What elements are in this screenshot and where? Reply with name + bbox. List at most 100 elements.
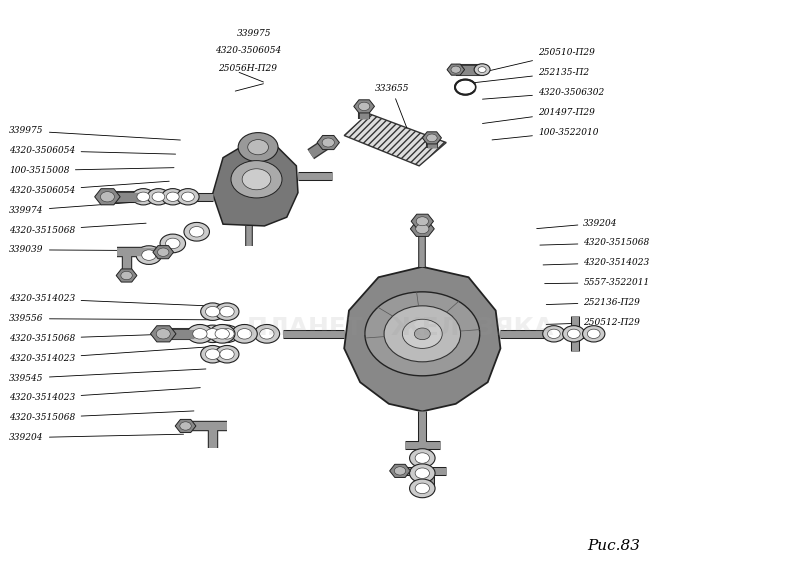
Polygon shape <box>422 132 442 144</box>
Circle shape <box>384 306 461 362</box>
Circle shape <box>415 483 430 493</box>
Circle shape <box>238 132 278 162</box>
Circle shape <box>415 468 430 478</box>
Circle shape <box>231 161 282 198</box>
Text: 339556: 339556 <box>10 314 212 323</box>
Circle shape <box>254 325 280 343</box>
Circle shape <box>166 238 180 248</box>
Circle shape <box>220 349 234 359</box>
Text: 4320-3515068: 4320-3515068 <box>540 239 650 247</box>
Circle shape <box>416 217 429 226</box>
Circle shape <box>160 234 186 253</box>
Text: Рис.83: Рис.83 <box>587 539 640 553</box>
Circle shape <box>416 224 429 234</box>
Circle shape <box>182 192 194 202</box>
Circle shape <box>562 326 585 342</box>
Circle shape <box>260 329 274 339</box>
Polygon shape <box>317 135 339 149</box>
Text: 339974: 339974 <box>10 200 166 214</box>
Polygon shape <box>344 113 446 166</box>
Circle shape <box>248 139 269 155</box>
Circle shape <box>152 192 165 202</box>
Circle shape <box>215 325 239 343</box>
Circle shape <box>101 192 114 202</box>
Polygon shape <box>175 420 196 432</box>
Circle shape <box>136 246 162 264</box>
Circle shape <box>210 325 235 343</box>
Text: ПЛАНЕТА ЖЕЛЕЗЯКА: ПЛАНЕТА ЖЕЛЕЗЯКА <box>247 316 553 340</box>
Circle shape <box>184 223 210 241</box>
Text: 4320-3515068: 4320-3515068 <box>10 411 194 423</box>
Text: 4320-3515068: 4320-3515068 <box>10 223 146 234</box>
Circle shape <box>220 329 234 339</box>
Circle shape <box>190 227 204 237</box>
Circle shape <box>242 169 271 190</box>
Circle shape <box>582 326 605 342</box>
Text: 4320-3514023: 4320-3514023 <box>10 388 200 403</box>
Circle shape <box>365 292 480 376</box>
Polygon shape <box>94 189 120 205</box>
Polygon shape <box>150 326 176 342</box>
Circle shape <box>238 329 252 339</box>
Circle shape <box>394 466 406 475</box>
Circle shape <box>410 449 435 468</box>
Circle shape <box>201 346 225 363</box>
Circle shape <box>414 328 430 340</box>
Circle shape <box>415 453 430 464</box>
Circle shape <box>206 349 220 359</box>
Circle shape <box>137 192 150 202</box>
Circle shape <box>215 303 239 321</box>
Circle shape <box>121 271 132 280</box>
Circle shape <box>451 66 461 73</box>
Text: 4320-3514023: 4320-3514023 <box>10 294 204 306</box>
Text: 339975: 339975 <box>237 29 271 38</box>
Text: 4320-3506054: 4320-3506054 <box>10 181 170 195</box>
Polygon shape <box>354 100 374 113</box>
Circle shape <box>147 189 170 205</box>
Circle shape <box>232 325 258 343</box>
Polygon shape <box>410 222 434 236</box>
Polygon shape <box>213 142 298 226</box>
Circle shape <box>474 64 490 76</box>
Text: 100-3522010: 100-3522010 <box>492 128 598 140</box>
Text: 250510-П29: 250510-П29 <box>479 48 594 73</box>
Circle shape <box>177 189 199 205</box>
Text: 339204: 339204 <box>10 433 183 442</box>
Circle shape <box>193 329 207 339</box>
Text: 100-3515008: 100-3515008 <box>10 166 174 175</box>
Text: 339975: 339975 <box>10 127 180 140</box>
Text: 252135-П2: 252135-П2 <box>474 68 589 83</box>
Text: 333655: 333655 <box>374 84 409 128</box>
Text: 339545: 339545 <box>10 369 206 383</box>
Circle shape <box>206 329 220 339</box>
Circle shape <box>587 329 600 339</box>
Circle shape <box>410 479 435 498</box>
Circle shape <box>358 102 370 111</box>
Circle shape <box>142 250 156 260</box>
Text: 339039: 339039 <box>10 246 122 254</box>
Circle shape <box>162 189 184 205</box>
Text: 250512-П29: 250512-П29 <box>546 318 640 326</box>
Circle shape <box>132 189 154 205</box>
Circle shape <box>215 329 230 339</box>
Circle shape <box>215 346 239 363</box>
Circle shape <box>206 306 220 317</box>
Circle shape <box>201 303 225 321</box>
Text: 201497-П29: 201497-П29 <box>482 108 594 124</box>
Circle shape <box>201 325 225 343</box>
Text: 25056Н-П29: 25056Н-П29 <box>218 64 278 73</box>
Text: 4320-3514023: 4320-3514023 <box>10 347 209 363</box>
Circle shape <box>220 306 234 317</box>
Polygon shape <box>344 267 501 411</box>
Circle shape <box>322 138 334 147</box>
Polygon shape <box>390 464 410 478</box>
Text: 339204: 339204 <box>537 219 618 229</box>
Circle shape <box>187 325 213 343</box>
Circle shape <box>455 80 476 95</box>
Circle shape <box>426 134 437 142</box>
Circle shape <box>547 329 560 339</box>
Circle shape <box>402 319 442 349</box>
Text: 4320-3506054: 4320-3506054 <box>215 46 282 56</box>
Circle shape <box>156 329 170 339</box>
Polygon shape <box>116 269 137 282</box>
